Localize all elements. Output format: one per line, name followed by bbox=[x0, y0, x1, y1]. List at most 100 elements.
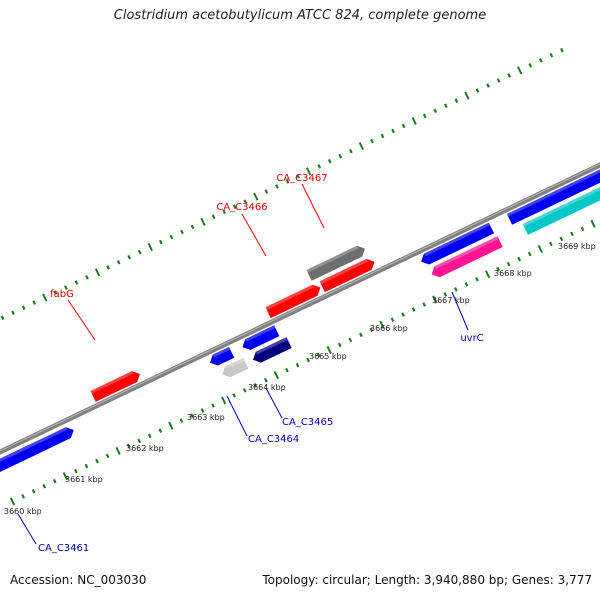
outer-tick bbox=[116, 259, 121, 265]
gene-shape bbox=[242, 325, 280, 350]
inner-tick bbox=[21, 494, 25, 499]
callout-line bbox=[451, 291, 469, 331]
outer-tick bbox=[401, 123, 406, 129]
inner-tick bbox=[84, 463, 89, 469]
outer-tick bbox=[464, 91, 470, 100]
inner-tick bbox=[401, 312, 405, 317]
inner-tick bbox=[316, 352, 321, 358]
kbp-label: 3664 kbp bbox=[248, 383, 286, 392]
outer-tick bbox=[137, 249, 142, 255]
gene-shine bbox=[212, 346, 231, 358]
outer-tick bbox=[253, 192, 259, 201]
gene-label: CA_C3466 bbox=[216, 202, 267, 213]
outer-tick bbox=[74, 280, 79, 285]
inner-tick bbox=[200, 408, 205, 413]
callout-line bbox=[241, 213, 267, 257]
inner-tick bbox=[105, 453, 110, 459]
outer-tick bbox=[475, 88, 480, 93]
outer-tick bbox=[560, 47, 564, 53]
outer-tick bbox=[507, 73, 512, 78]
outer-tick bbox=[549, 52, 554, 58]
inner-tick bbox=[62, 472, 68, 481]
gene-shape bbox=[522, 170, 600, 235]
inner-tick bbox=[95, 458, 99, 464]
gene-shape bbox=[252, 337, 292, 363]
gene-label: CA_C3467 bbox=[276, 173, 327, 184]
map-title: Clostridium acetobutylicum ATCC 824, com… bbox=[113, 8, 487, 23]
outer-tick bbox=[32, 300, 37, 305]
gene-arrow bbox=[306, 245, 365, 281]
inner-tick bbox=[158, 428, 163, 434]
inner-tick bbox=[590, 219, 596, 228]
gene-shape bbox=[421, 222, 495, 265]
backbone-line bbox=[0, 162, 600, 455]
accession-text: Accession: NC_003030 bbox=[10, 573, 147, 587]
gene-shine bbox=[245, 325, 276, 342]
outer-tick bbox=[422, 113, 427, 119]
inner-tick bbox=[190, 413, 194, 418]
kbp-label: 3666 kbp bbox=[370, 324, 408, 333]
inner-tick bbox=[527, 251, 532, 257]
inner-tick bbox=[475, 277, 479, 282]
outer-tick bbox=[232, 204, 237, 209]
kbp-label: 3669 kbp bbox=[558, 242, 596, 251]
outer-tick bbox=[169, 234, 174, 240]
kbp-label: 3662 kbp bbox=[126, 444, 164, 453]
outer-tick bbox=[327, 158, 332, 164]
outer-tick bbox=[454, 98, 459, 103]
callout-line bbox=[17, 513, 37, 545]
kbp-label: 3665 kbp bbox=[309, 352, 347, 361]
inner-tick bbox=[580, 226, 585, 232]
inner-tick bbox=[211, 403, 215, 408]
gene-shape bbox=[431, 236, 503, 278]
gene-shine bbox=[423, 222, 491, 257]
outer-tick bbox=[517, 66, 523, 75]
gene-arrow bbox=[319, 258, 375, 293]
gene-shine bbox=[225, 357, 245, 370]
inner-tick bbox=[168, 421, 174, 430]
inner-tick bbox=[496, 266, 500, 272]
gene-shine bbox=[506, 156, 600, 217]
inner-tick bbox=[432, 295, 438, 304]
outer-tick bbox=[21, 305, 26, 310]
gene-shape bbox=[306, 245, 365, 281]
outer-tick bbox=[127, 254, 132, 260]
gene-callouts: fabG CA_C3466 CA_C3467 CA_C3461 CA_C3464 CA_C… bbox=[17, 173, 484, 554]
outer-tick bbox=[486, 83, 490, 88]
gene-shape bbox=[222, 357, 249, 378]
outer-tick bbox=[285, 179, 290, 184]
gene-shape bbox=[209, 346, 235, 366]
inner-tick bbox=[285, 367, 289, 373]
inner-tick bbox=[232, 393, 237, 398]
gene-arrow bbox=[242, 325, 280, 350]
inner-tick bbox=[31, 489, 36, 494]
outer-tick bbox=[11, 310, 15, 316]
gene-shine bbox=[0, 427, 68, 466]
inner-tick bbox=[115, 446, 121, 455]
backbone-highlight bbox=[0, 163, 600, 452]
gene-shape bbox=[265, 284, 321, 319]
scale-labels: 3660 kbp 3661 kbp 3662 kbp 3663 kbp 3664 kbp… bbox=[4, 242, 596, 516]
kbp-label: 3667 kbp bbox=[432, 296, 470, 305]
gene-shine bbox=[522, 170, 600, 227]
inner-tick bbox=[9, 497, 16, 506]
inner-tick bbox=[411, 307, 416, 312]
outer-tick bbox=[391, 128, 395, 134]
outer-tick bbox=[264, 189, 269, 194]
outer-tick bbox=[94, 268, 101, 277]
gene-label: CA_C3464 bbox=[248, 434, 299, 445]
outer-tick bbox=[85, 275, 89, 280]
inner-tick bbox=[42, 483, 47, 489]
outer-tick bbox=[42, 293, 48, 302]
gene-label: uvrC bbox=[460, 333, 483, 344]
gene-shape bbox=[90, 371, 141, 402]
inner-tick bbox=[306, 357, 310, 363]
callout-line bbox=[67, 299, 96, 341]
callout-line bbox=[301, 183, 325, 229]
outer-tick bbox=[158, 239, 163, 245]
outer-tick bbox=[358, 142, 365, 151]
outer-tick bbox=[433, 108, 438, 114]
outer-tick bbox=[190, 224, 195, 230]
gene-arrow bbox=[431, 236, 503, 278]
inner-tick bbox=[570, 231, 574, 237]
